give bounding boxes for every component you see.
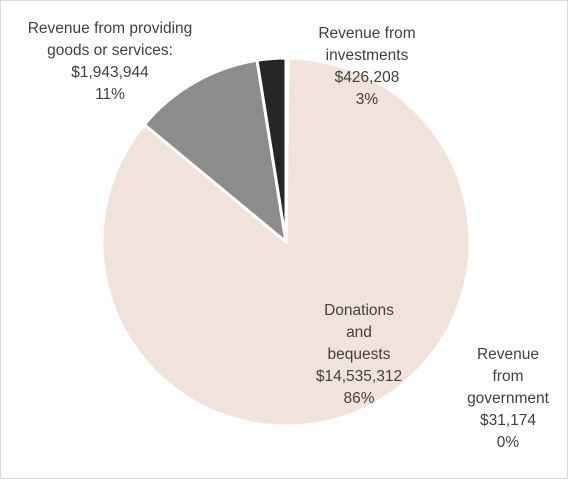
data-label-donations-line3: bequests — [327, 346, 391, 363]
data-label-donations: Donations and bequests $14,535,312 86% — [299, 300, 419, 410]
data-label-investments-line1: Revenue from — [318, 25, 416, 42]
data-label-investments-value: $426,208 — [334, 69, 400, 86]
data-label-government-value: $31,174 — [479, 412, 537, 429]
data-label-donations-value: $14,535,312 — [315, 368, 403, 385]
data-label-government-line3: government — [467, 390, 549, 407]
data-label-donations-line1: Donations — [324, 302, 394, 319]
data-label-services-line1: Revenue from providing — [27, 20, 193, 37]
data-label-services-percent: 11% — [95, 86, 125, 103]
data-label-government: Revenue from government $31,174 0% — [453, 344, 563, 454]
data-label-services-line2: goods or services: — [47, 42, 173, 59]
data-label-investments-percent: 3% — [355, 91, 379, 108]
data-label-services: Revenue from providing goods or services… — [7, 18, 213, 106]
data-label-donations-percent: 86% — [343, 390, 375, 407]
data-label-investments: Revenue from investments $426,208 3% — [302, 23, 432, 111]
data-label-donations-line2: and — [346, 324, 372, 341]
data-label-services-value: $1,943,944 — [71, 64, 149, 81]
data-label-government-percent: 0% — [496, 434, 520, 451]
pie-slice-investments — [255, 56, 288, 244]
pie-slice-services — [142, 58, 288, 244]
data-label-government-line2: from — [492, 368, 524, 385]
data-label-government-line1: Revenue — [476, 346, 540, 363]
data-label-investments-line2: investments — [325, 47, 409, 64]
